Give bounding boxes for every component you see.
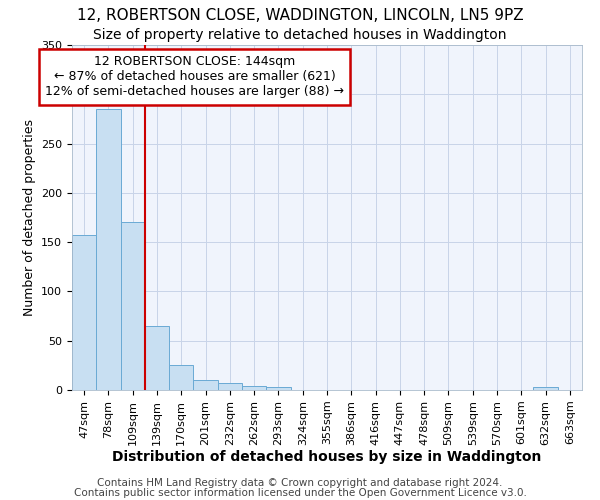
Bar [533,387,558,390]
Y-axis label: Number of detached properties: Number of detached properties [23,119,35,316]
Bar [242,386,266,390]
Bar [193,380,218,390]
Bar [169,366,193,390]
Bar [121,222,145,390]
Text: Contains HM Land Registry data © Crown copyright and database right 2024.: Contains HM Land Registry data © Crown c… [97,478,503,488]
X-axis label: Distribution of detached houses by size in Waddington: Distribution of detached houses by size … [112,450,542,464]
Bar [72,235,96,390]
Bar [96,109,121,390]
Text: Contains public sector information licensed under the Open Government Licence v3: Contains public sector information licen… [74,488,526,498]
Text: 12 ROBERTSON CLOSE: 144sqm
← 87% of detached houses are smaller (621)
12% of sem: 12 ROBERTSON CLOSE: 144sqm ← 87% of deta… [45,56,344,98]
Text: Size of property relative to detached houses in Waddington: Size of property relative to detached ho… [93,28,507,42]
Bar [266,387,290,390]
Bar [145,326,169,390]
Bar [218,383,242,390]
Text: 12, ROBERTSON CLOSE, WADDINGTON, LINCOLN, LN5 9PZ: 12, ROBERTSON CLOSE, WADDINGTON, LINCOLN… [77,8,523,22]
